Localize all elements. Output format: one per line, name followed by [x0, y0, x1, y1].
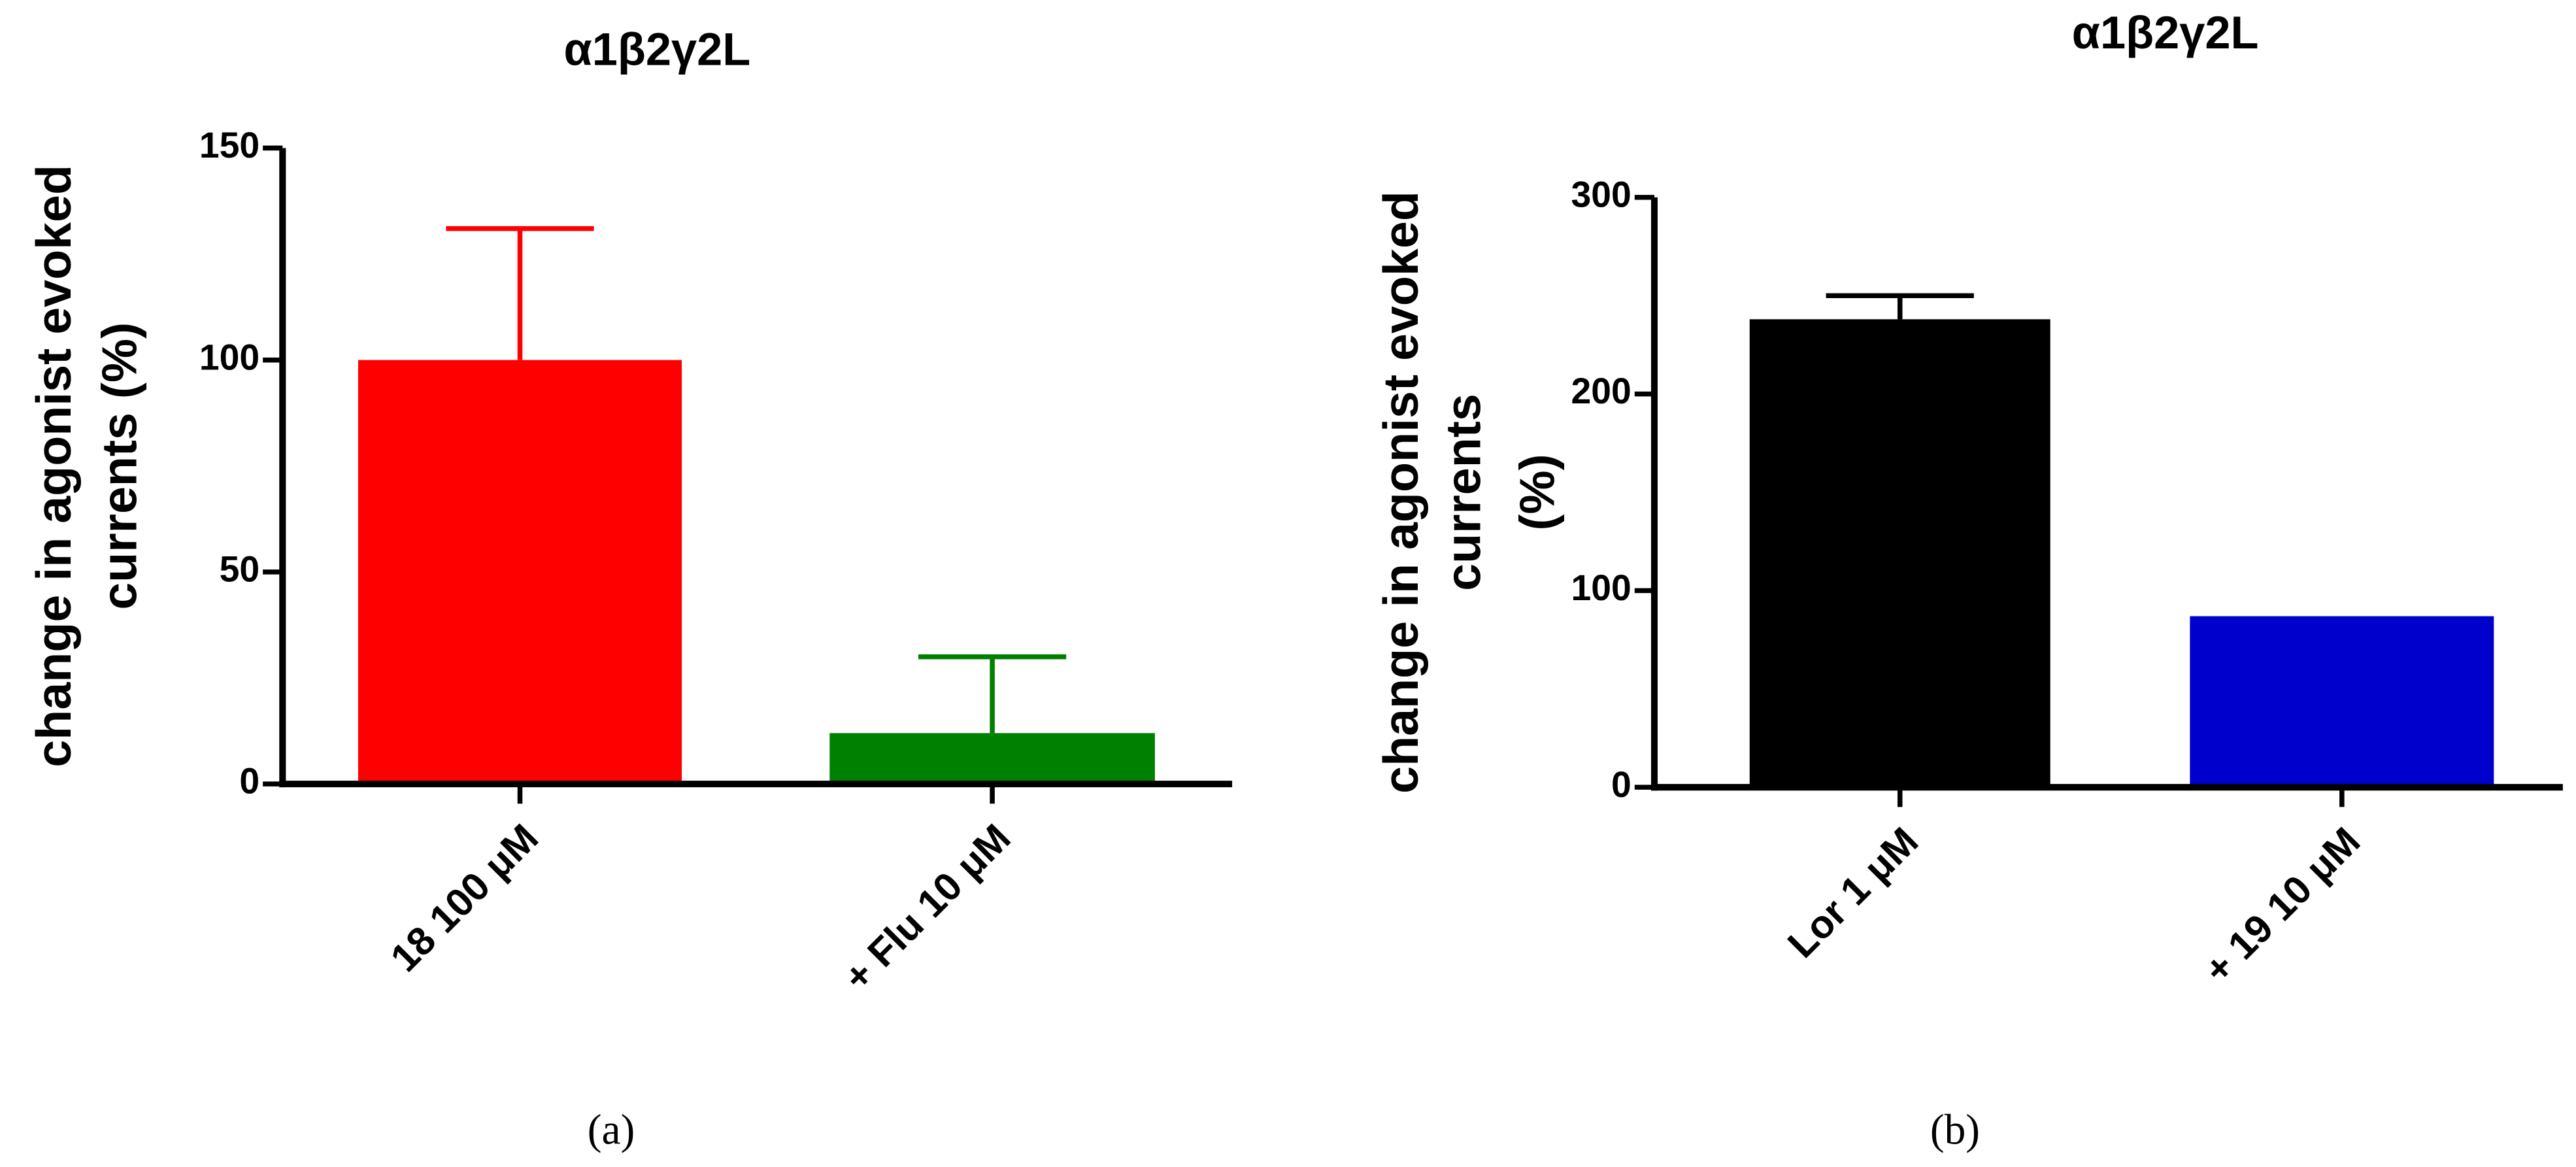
y-tick-label: 0 — [239, 761, 259, 802]
bar — [829, 733, 1155, 785]
bar — [1749, 319, 2050, 788]
chart-title: α1β2γ2L — [564, 23, 751, 75]
chart-title: α1β2γ2L — [2072, 7, 2259, 58]
bar — [2190, 616, 2494, 788]
y-tick-label: 300 — [1571, 174, 1631, 214]
y-axis-label: currents — [1435, 394, 1490, 591]
x-tick-label: Lor 1 μM — [1779, 819, 1926, 966]
y-tick-label: 100 — [199, 337, 259, 377]
panel-caption: (a) — [588, 1106, 635, 1153]
y-tick-label: 0 — [1611, 764, 1631, 805]
bar — [358, 360, 682, 785]
y-tick-label: 50 — [220, 549, 260, 590]
y-tick-label: 150 — [199, 125, 259, 165]
x-tick-label: + Flu 10 μM — [835, 815, 1019, 1000]
y-tick-label: 200 — [1571, 371, 1631, 411]
y-axis-label: change in agonist evoked — [1373, 191, 1428, 794]
y-axis-label: currents (%) — [92, 322, 146, 610]
x-tick-label: + 19 10 μM — [2195, 819, 2368, 992]
x-tick-label: 18 100 μM — [382, 815, 546, 980]
y-axis-label: (%) — [1509, 454, 1564, 530]
y-tick-label: 100 — [1571, 567, 1631, 608]
panel-caption: (b) — [1930, 1106, 1980, 1153]
y-axis-label: change in agonist evoked — [26, 165, 81, 768]
